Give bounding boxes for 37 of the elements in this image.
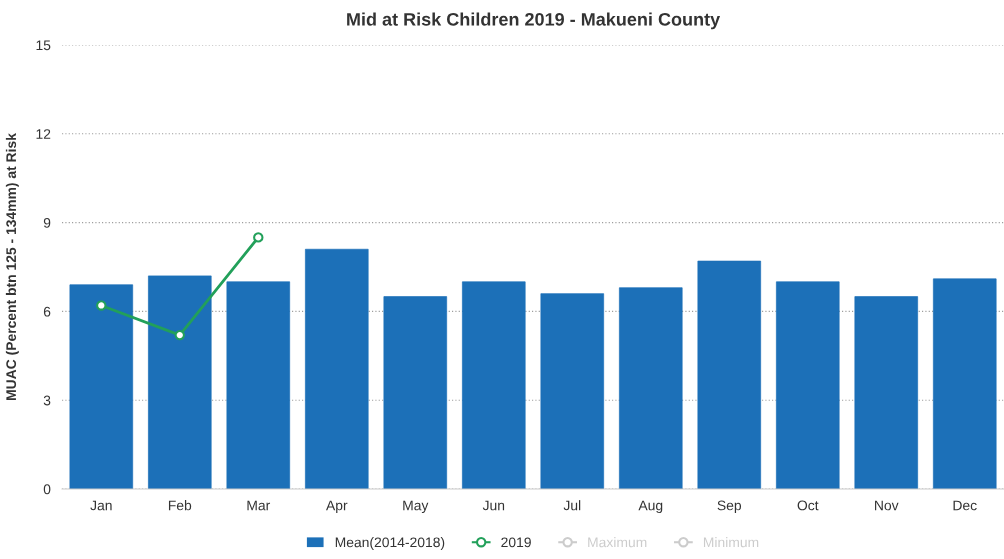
point bbox=[96, 300, 107, 311]
bar bbox=[462, 281, 526, 490]
x-tick-label: Nov bbox=[875, 500, 899, 511]
x-tick-label: Jan bbox=[90, 500, 112, 511]
bar bbox=[305, 248, 369, 490]
bar bbox=[697, 260, 762, 490]
bar bbox=[148, 275, 212, 490]
bar bbox=[226, 281, 291, 490]
bar bbox=[933, 278, 997, 490]
y-tick-label: 3 bbox=[43, 395, 51, 406]
legend-label: Mean(2014-2018) bbox=[335, 537, 445, 550]
x-tick-label: Apr bbox=[326, 500, 348, 514]
bar bbox=[383, 296, 448, 490]
x-tick-label: Mar bbox=[247, 500, 271, 511]
point bbox=[253, 232, 264, 243]
y-tick-label: 0 bbox=[43, 484, 51, 495]
bar bbox=[619, 287, 683, 490]
point bbox=[174, 329, 185, 341]
bar bbox=[776, 281, 840, 490]
x-tick-label: Dec bbox=[953, 500, 977, 511]
chart-title: Mid at Risk Children 2019 - Makueni County bbox=[347, 12, 721, 30]
bar bbox=[854, 296, 918, 490]
y-tick-label: 12 bbox=[36, 129, 51, 139]
y-tick-label: 6 bbox=[43, 306, 51, 317]
x-tick-label: Feb bbox=[168, 500, 192, 511]
y-tick-label: 15 bbox=[36, 40, 51, 51]
x-tick-label: Jun bbox=[482, 500, 505, 511]
x-tick-label: Aug bbox=[638, 500, 663, 514]
x-tick-label: Sep bbox=[717, 500, 742, 514]
y-axis-title: MUAC (Percent btn 125 - 134mm) at Risk bbox=[5, 133, 19, 400]
x-tick-label: Jul bbox=[563, 500, 581, 511]
x-tick-label: Oct bbox=[797, 500, 819, 511]
legend-label: 2019 bbox=[501, 537, 531, 548]
bar bbox=[540, 293, 605, 490]
y-tick-label: 9 bbox=[43, 217, 51, 228]
bar bbox=[69, 284, 134, 490]
x-tick-label: May bbox=[403, 500, 429, 514]
